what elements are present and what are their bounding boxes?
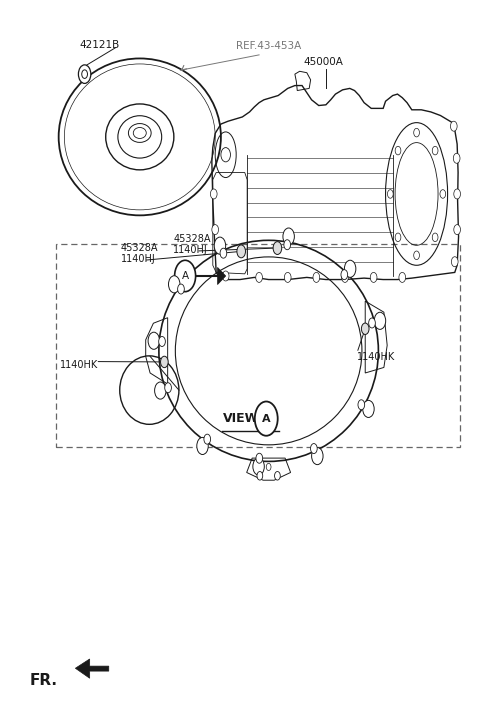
Circle shape [273,241,282,254]
Circle shape [341,270,348,280]
Circle shape [253,458,264,475]
Circle shape [313,272,320,282]
Circle shape [374,312,386,329]
Circle shape [165,383,171,392]
Circle shape [220,248,227,258]
Text: 1140HJ: 1140HJ [120,254,156,264]
Circle shape [160,357,168,367]
Circle shape [414,251,420,260]
Text: 1140HK: 1140HK [60,360,98,370]
Circle shape [212,225,218,235]
Circle shape [204,434,211,444]
Text: 42121B: 42121B [79,40,120,49]
Circle shape [159,337,166,347]
Circle shape [175,261,196,291]
Circle shape [78,65,91,83]
Circle shape [451,257,458,266]
Circle shape [361,323,369,334]
Circle shape [454,225,460,235]
Text: 45328A: 45328A [173,234,211,244]
Circle shape [197,437,208,455]
Circle shape [440,190,446,198]
Circle shape [432,233,438,241]
Circle shape [345,260,356,277]
Bar [56,244,459,448]
Circle shape [168,276,180,293]
Circle shape [363,400,374,417]
Circle shape [358,400,365,410]
Circle shape [155,382,166,399]
Circle shape [214,237,226,254]
Text: FR.: FR. [30,673,58,688]
Circle shape [453,153,460,163]
Circle shape [370,272,377,282]
Text: 1140HK: 1140HK [357,352,395,362]
Text: REF.43-453A: REF.43-453A [236,42,301,52]
Circle shape [237,245,245,258]
Circle shape [450,121,457,131]
Polygon shape [217,267,226,284]
Circle shape [454,189,460,199]
Circle shape [256,272,263,282]
Circle shape [387,190,393,198]
Circle shape [414,128,420,137]
Text: A: A [181,271,189,281]
Circle shape [399,272,406,282]
Circle shape [284,272,291,282]
Circle shape [222,271,229,281]
Text: VIEW: VIEW [223,412,260,425]
Circle shape [178,284,184,294]
Circle shape [395,146,401,155]
Circle shape [432,146,438,155]
Circle shape [284,240,290,250]
Circle shape [257,472,263,480]
Circle shape [275,472,280,480]
Circle shape [312,448,323,465]
Circle shape [210,189,217,199]
Text: 1140HJ: 1140HJ [173,245,208,255]
Circle shape [256,453,263,463]
Polygon shape [75,659,109,678]
Text: 45328A: 45328A [120,243,158,253]
Text: A: A [262,414,271,424]
Circle shape [369,318,375,328]
Circle shape [283,228,294,245]
Circle shape [148,332,159,349]
Circle shape [311,444,317,453]
Circle shape [221,147,230,162]
Circle shape [395,233,401,241]
Text: 45000A: 45000A [303,57,344,67]
Circle shape [342,272,348,282]
Circle shape [266,463,271,470]
Circle shape [255,402,278,436]
